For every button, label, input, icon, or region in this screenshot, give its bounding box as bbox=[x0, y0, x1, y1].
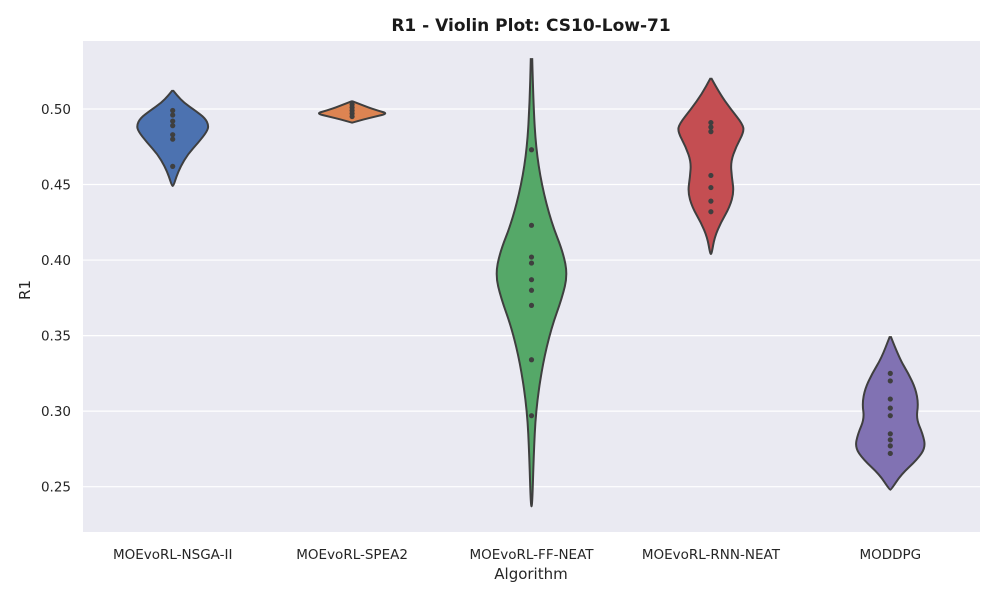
data-point bbox=[708, 172, 714, 179]
data-point bbox=[170, 107, 176, 114]
data-point bbox=[887, 443, 893, 449]
data-point bbox=[887, 405, 893, 411]
data-point bbox=[528, 287, 535, 293]
x-tick-label: MOEvoRL-SPEA2 bbox=[296, 547, 408, 563]
chart-title: R1 - Violin Plot: CS10-Low-71 bbox=[391, 16, 670, 36]
data-point bbox=[528, 302, 535, 308]
data-point bbox=[708, 119, 714, 126]
x-tick-label: MOEvoRL-FF-NEAT bbox=[469, 547, 594, 563]
data-point bbox=[170, 132, 176, 138]
x-axis-ticks: MOEvoRL-NSGA-II MOEvoRL-SPEA2 MOEvoRL-FF-N… bbox=[113, 547, 921, 563]
data-point bbox=[170, 163, 176, 169]
y-axis-label: R1 bbox=[16, 280, 34, 300]
violin-4 bbox=[677, 77, 745, 256]
data-point bbox=[528, 277, 535, 283]
y-tick-label: 0.35 bbox=[41, 329, 71, 345]
x-tick-label: MODDPG bbox=[859, 547, 921, 563]
x-tick-label: MOEvoRL-NSGA-II bbox=[113, 547, 233, 563]
data-point bbox=[708, 198, 714, 204]
y-tick-label: 0.50 bbox=[41, 102, 71, 118]
violins bbox=[136, 58, 926, 508]
x-tick-label: MOEvoRL-RNN-NEAT bbox=[642, 547, 781, 563]
data-point bbox=[708, 184, 714, 191]
data-point bbox=[528, 357, 535, 363]
data-point bbox=[887, 413, 893, 419]
y-tick-label: 0.30 bbox=[41, 404, 71, 420]
x-axis-label: Algorithm bbox=[494, 565, 567, 583]
data-point bbox=[528, 147, 535, 153]
data-point bbox=[887, 450, 893, 457]
data-point bbox=[528, 254, 535, 260]
data-point bbox=[887, 370, 893, 376]
data-point bbox=[708, 209, 714, 215]
data-point bbox=[528, 260, 535, 266]
data-point bbox=[887, 396, 893, 402]
data-point bbox=[528, 222, 535, 228]
y-axis-ticks: 0.25 0.30 0.35 0.40 0.45 0.50 bbox=[41, 102, 71, 496]
y-tick-label: 0.25 bbox=[41, 480, 71, 496]
violin-3 bbox=[495, 58, 568, 508]
data-point bbox=[170, 118, 176, 124]
data-point bbox=[170, 112, 176, 118]
y-tick-label: 0.40 bbox=[41, 253, 71, 269]
data-point bbox=[170, 123, 176, 129]
y-tick-label: 0.45 bbox=[41, 178, 71, 194]
data-point bbox=[528, 413, 535, 419]
data-point bbox=[887, 431, 893, 437]
data-point bbox=[170, 136, 176, 142]
data-point bbox=[887, 437, 893, 443]
data-point bbox=[708, 124, 714, 130]
data-point bbox=[349, 113, 355, 120]
data-point bbox=[887, 378, 893, 384]
data-point bbox=[708, 129, 714, 135]
